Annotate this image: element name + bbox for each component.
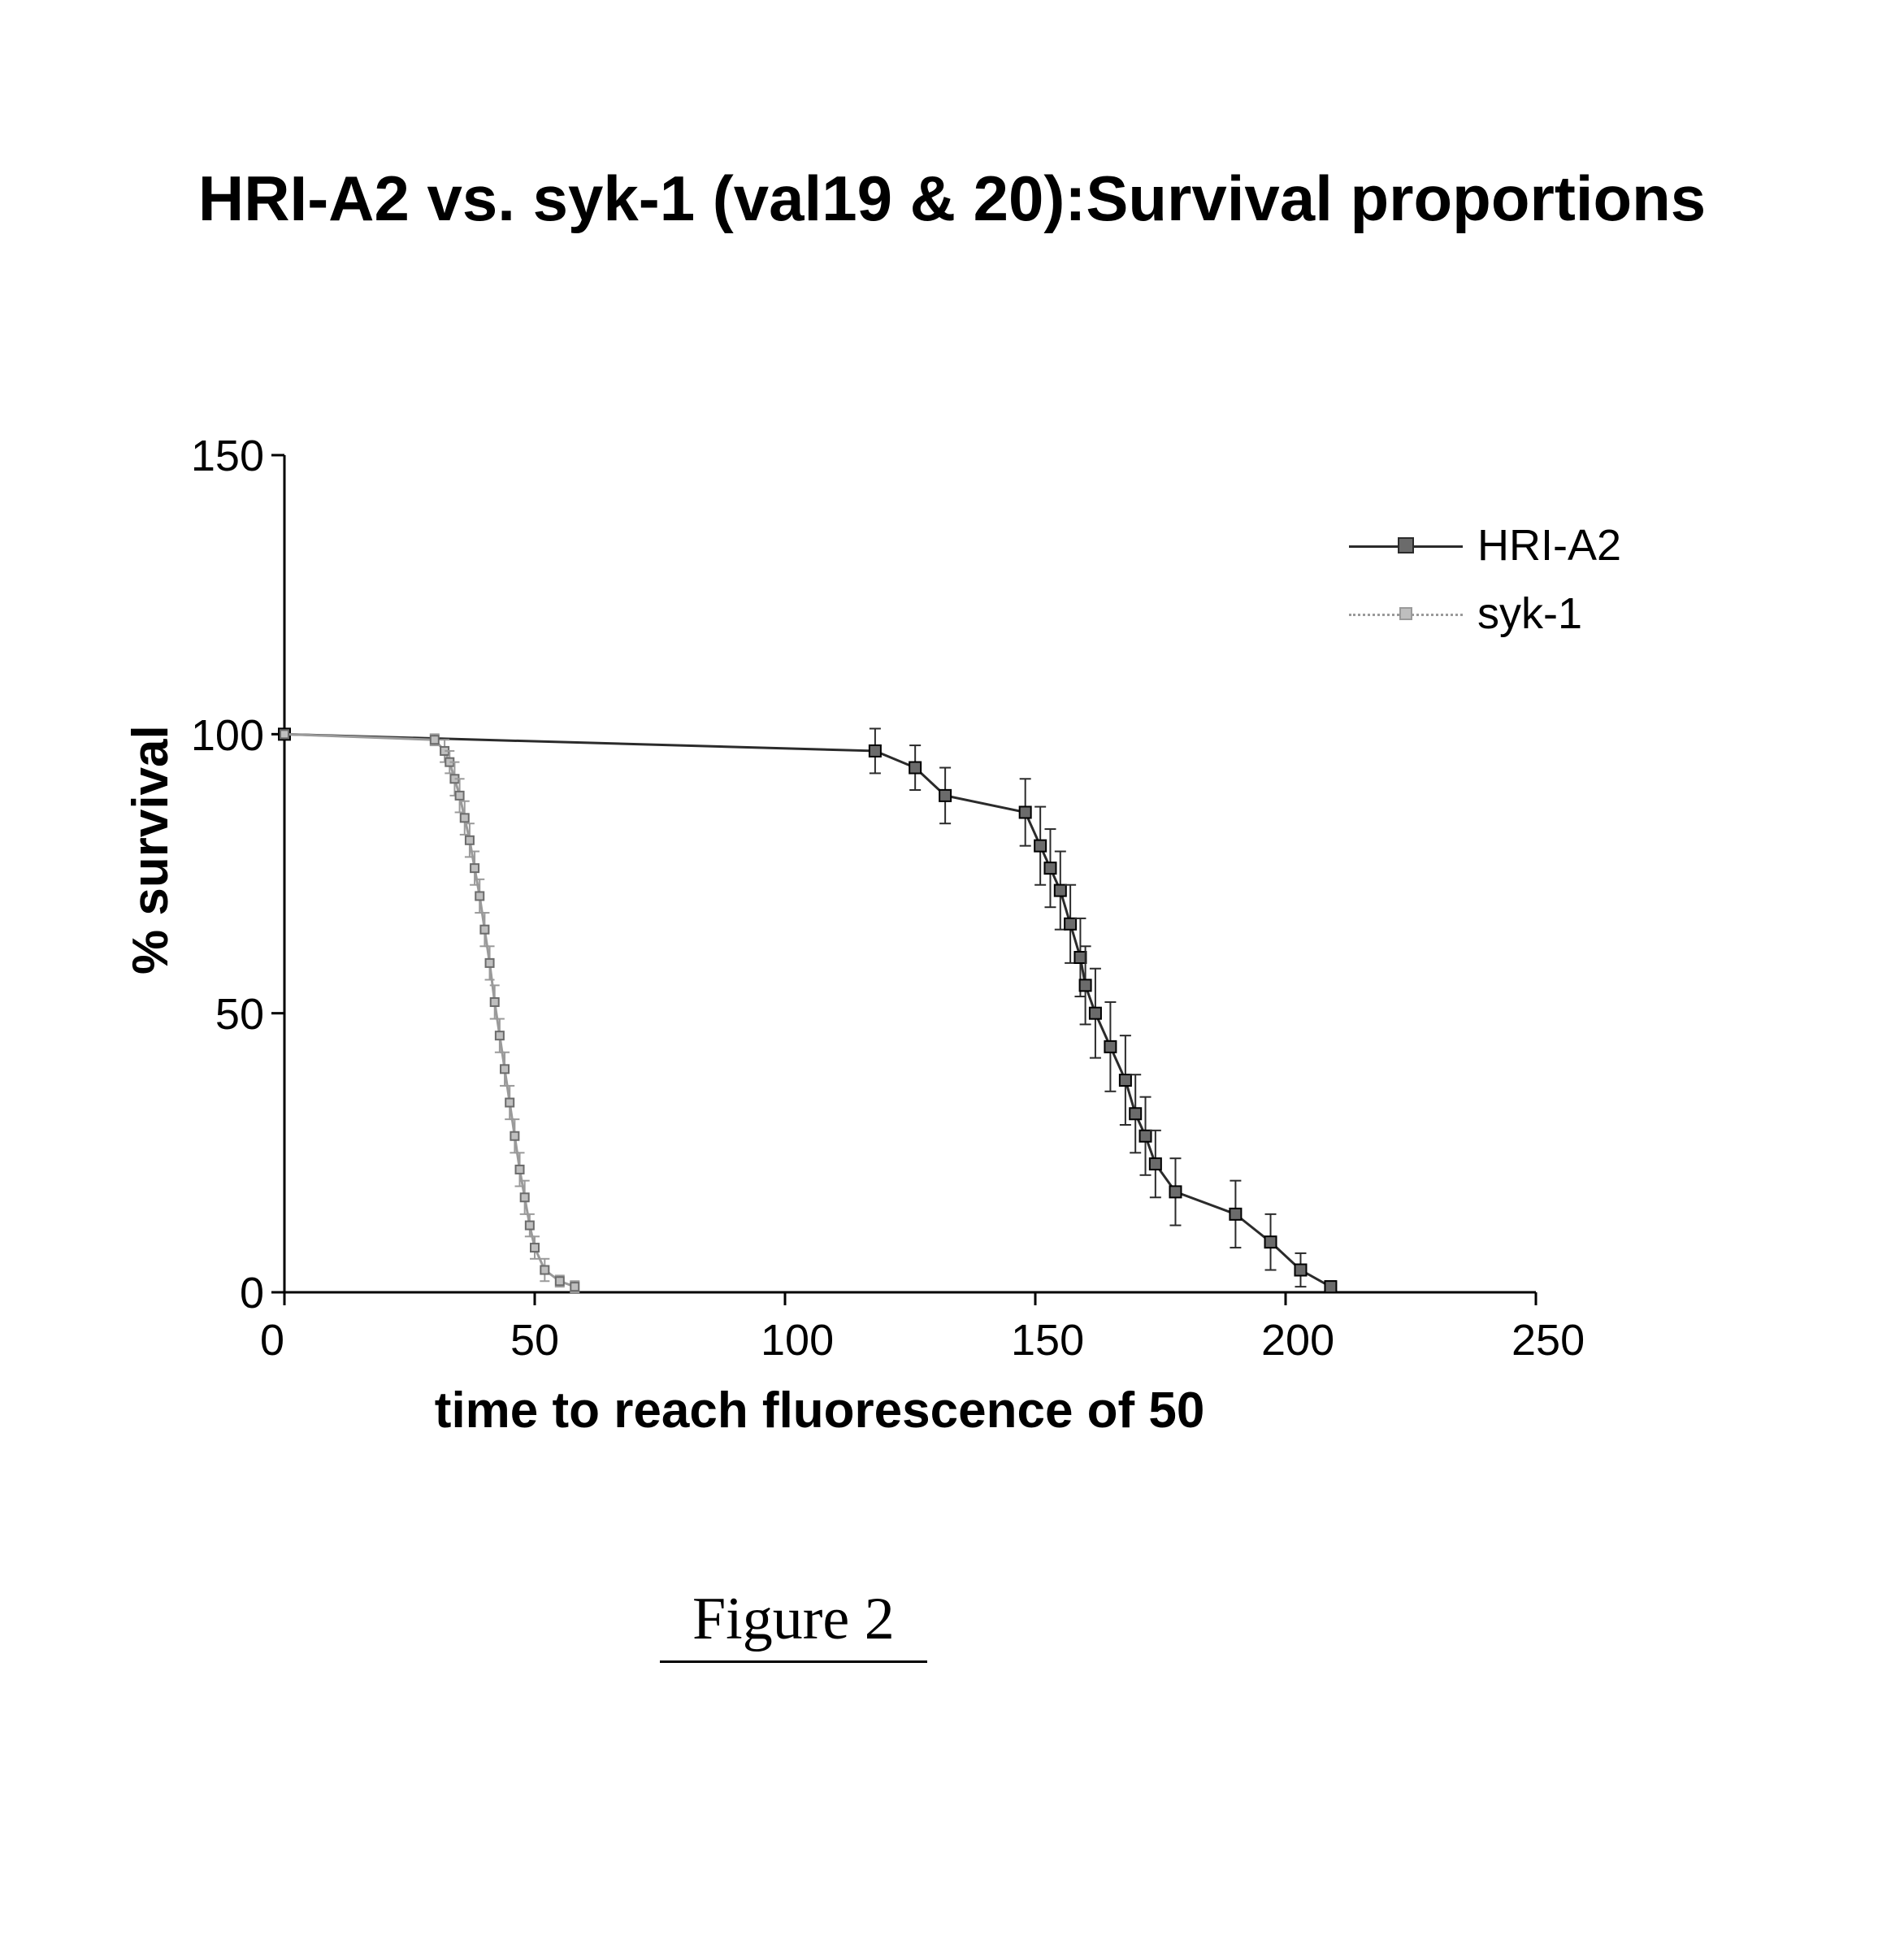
y-tick-label: 150 — [175, 431, 264, 481]
chart-title: HRI-A2 vs. syk-1 (val19 & 20):Survival p… — [0, 163, 1904, 236]
y-axis-label: % survival — [122, 725, 180, 975]
x-tick-label: 250 — [1511, 1315, 1585, 1365]
x-tick-label: 100 — [761, 1315, 834, 1365]
plot-svg — [284, 455, 1536, 1292]
y-tick-label: 50 — [175, 989, 264, 1040]
y-tick-label: 100 — [175, 710, 264, 761]
x-axis-label: time to reach fluorescence of 50 — [435, 1382, 1205, 1439]
x-tick-label: 150 — [1011, 1315, 1084, 1365]
plot-area — [284, 455, 1536, 1292]
legend-label: syk-1 — [1477, 588, 1582, 639]
y-tick-label: 0 — [175, 1268, 264, 1318]
legend-entry: syk-1 — [1349, 588, 1621, 639]
x-tick-label: 200 — [1261, 1315, 1334, 1365]
legend: HRI-A2 syk-1 — [1349, 520, 1621, 657]
legend-label: HRI-A2 — [1477, 520, 1621, 571]
figure-caption: Figure 2 — [660, 1585, 927, 1663]
x-tick-label: 50 — [510, 1315, 559, 1365]
legend-sample — [1349, 529, 1463, 562]
legend-sample — [1349, 597, 1463, 630]
x-tick-label: 0 — [260, 1315, 284, 1365]
legend-entry: HRI-A2 — [1349, 520, 1621, 571]
